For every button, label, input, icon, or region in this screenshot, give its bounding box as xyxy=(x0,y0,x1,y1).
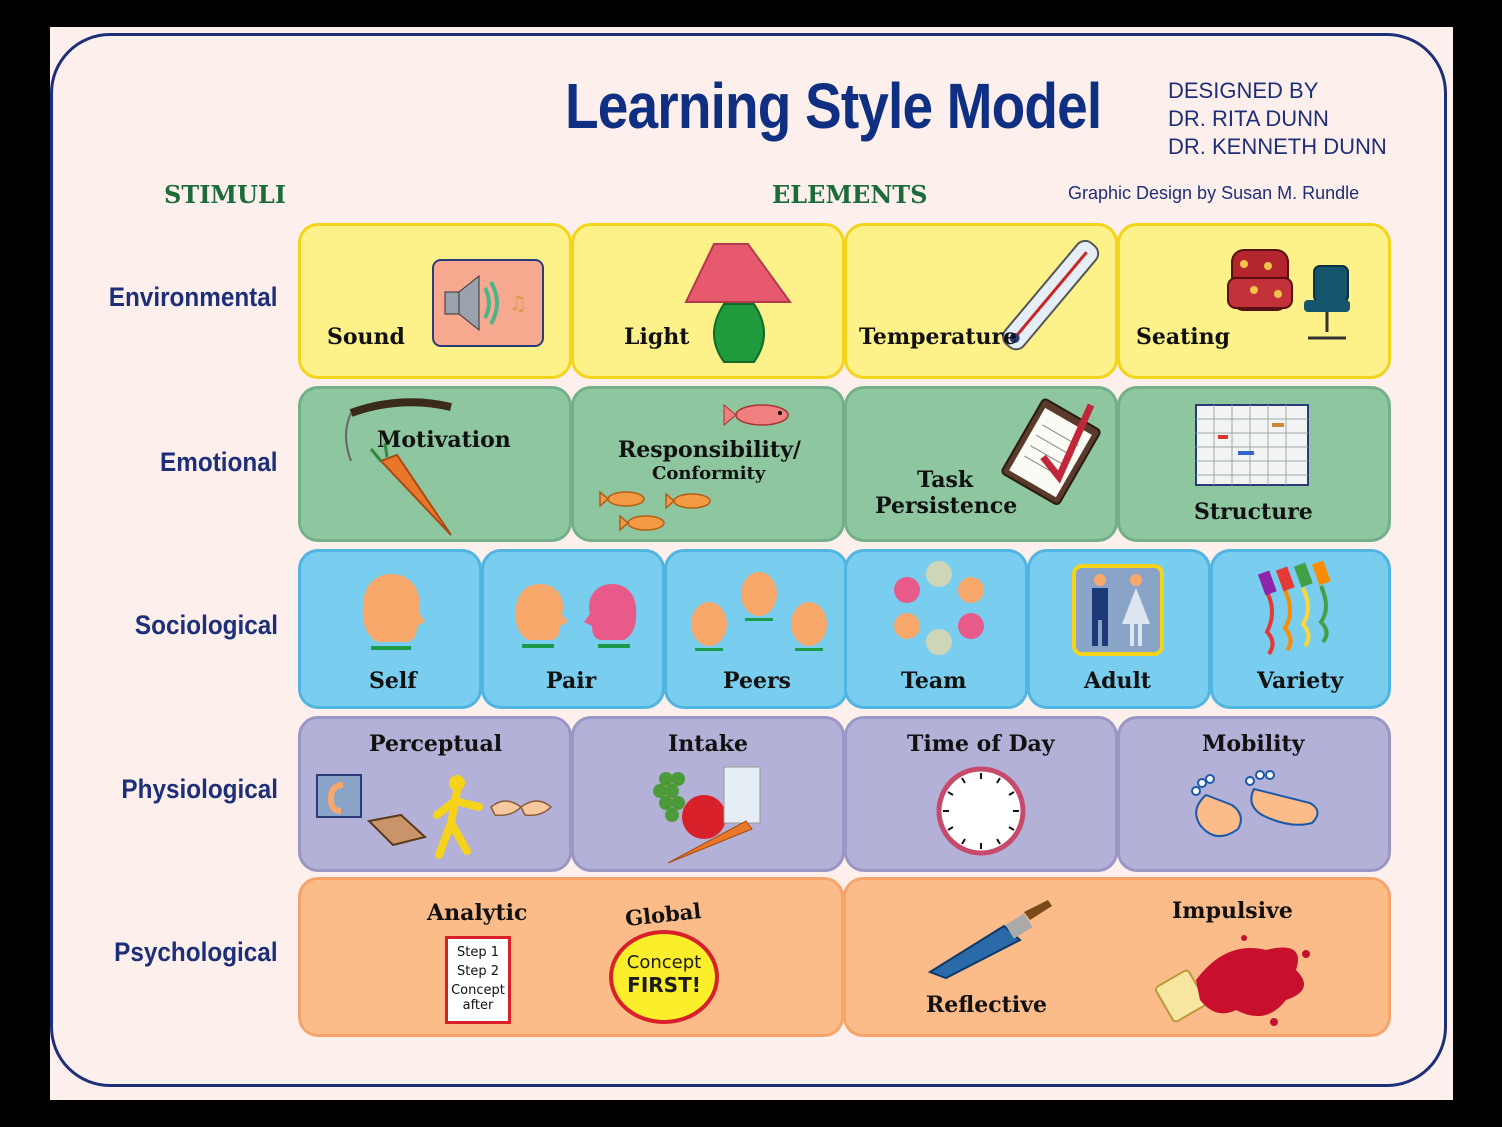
cell-light: Light xyxy=(571,223,845,379)
cell-time-of-day: Time of Day xyxy=(844,716,1118,872)
schedule-board-icon xyxy=(1195,404,1309,486)
svg-text:♫: ♫ xyxy=(509,291,527,315)
analytic-after: after xyxy=(462,998,494,1013)
row-label-sociological: Sociological xyxy=(134,610,278,640)
diagram-title: Learning Style Model xyxy=(565,70,1102,142)
element-temperature: Temperature xyxy=(859,324,1018,350)
crayons-icon xyxy=(1257,560,1331,656)
element-self: Self xyxy=(369,668,417,694)
chairs-icon xyxy=(1227,249,1350,340)
spilled-paint-icon xyxy=(1155,935,1310,1026)
analytic-concept: Concept xyxy=(451,983,505,998)
element-analytic: Analytic xyxy=(427,900,528,926)
cell-adult: Adult xyxy=(1027,549,1211,709)
row-label-physiological: Physiological xyxy=(121,774,278,804)
speaker-icon: ♫ xyxy=(432,259,544,347)
cell-sound: ♫ Sound xyxy=(298,223,572,379)
cell-analytic-global: Analytic Step 1 Step 2 Concept after Glo… xyxy=(298,877,844,1037)
thermometer-icon xyxy=(1002,239,1100,351)
cell-seating: Seating xyxy=(1117,223,1391,379)
element-impulsive: Impulsive xyxy=(1172,898,1293,924)
stimuli-header: STIMULI xyxy=(164,180,287,209)
element-peers: Peers xyxy=(723,668,791,694)
analytic-step-2: Step 2 xyxy=(456,964,499,979)
clipboard-check-icon xyxy=(1001,398,1101,506)
element-seating: Seating xyxy=(1136,324,1231,350)
element-structure: Structure xyxy=(1194,499,1313,525)
learning-style-model-diagram: Learning Style Model DESIGNED BY DR. RIT… xyxy=(50,27,1453,1100)
designer-kenneth-dunn: DR. KENNETH DUNN xyxy=(1168,134,1387,159)
cell-structure: Structure xyxy=(1117,386,1391,542)
element-sound: Sound xyxy=(327,324,405,350)
element-pair: Pair xyxy=(546,668,597,694)
cell-perceptual: Perceptual xyxy=(298,716,572,872)
clock-icon xyxy=(936,766,1026,856)
element-adult: Adult xyxy=(1084,668,1151,694)
cell-intake: Intake xyxy=(571,716,845,872)
head-icon xyxy=(362,574,425,650)
cell-pair: Pair xyxy=(481,549,665,709)
designed-by-line: DESIGNED BY xyxy=(1168,78,1319,103)
cell-peers: Peers xyxy=(664,549,848,709)
element-conformity: Conformity xyxy=(652,463,766,484)
cell-mobility: Mobility xyxy=(1117,716,1391,872)
cell-reflective-impulsive: Reflective Impulsive xyxy=(843,877,1391,1037)
designers-block: DESIGNED BY DR. RITA DUNN DR. KENNETH DU… xyxy=(1168,77,1387,161)
element-perceptual: Perceptual xyxy=(369,731,503,757)
lamp-icon xyxy=(684,243,792,363)
element-intake: Intake xyxy=(668,731,748,757)
rounded-frame xyxy=(50,33,1447,1087)
analytic-step-card: Step 1 Step 2 Concept after xyxy=(445,936,511,1024)
elements-header: ELEMENTS xyxy=(772,180,928,209)
paintbrush-icon xyxy=(927,900,1052,980)
element-variety: Variety xyxy=(1257,668,1344,694)
element-persistence: Persistence xyxy=(875,493,1018,519)
cell-responsibility-conformity: Responsibility/ Conformity xyxy=(571,386,845,542)
team-circle-icon xyxy=(894,561,984,655)
analytic-step-1: Step 1 xyxy=(456,945,499,960)
row-label-emotional: Emotional xyxy=(160,447,278,477)
cell-temperature: Temperature xyxy=(844,223,1118,379)
element-global: Global xyxy=(623,898,703,931)
footprints-icon xyxy=(1191,770,1319,837)
element-motivation: Motivation xyxy=(377,427,511,453)
concept-first-badge: Concept FIRST! xyxy=(609,930,719,1024)
perceptual-icons xyxy=(316,774,553,859)
cell-task-persistence: Task Persistence xyxy=(844,386,1118,542)
element-reflective: Reflective xyxy=(926,992,1047,1018)
graphic-design-credit: Graphic Design by Susan M. Rundle xyxy=(1068,183,1360,203)
badge-first: FIRST! xyxy=(627,973,701,997)
row-label-psychological: Psychological xyxy=(114,937,278,967)
cell-variety: Variety xyxy=(1210,549,1391,709)
element-team: Team xyxy=(901,668,967,694)
adult-figures-icon xyxy=(1072,564,1164,656)
peers-heads-icon xyxy=(691,572,827,651)
cell-motivation: Motivation xyxy=(298,386,572,542)
element-light: Light xyxy=(624,324,690,350)
element-task: Task xyxy=(917,467,974,493)
carrot-stick-icon xyxy=(345,398,452,536)
element-responsibility: Responsibility/ xyxy=(618,437,801,463)
designer-rita-dunn: DR. RITA DUNN xyxy=(1168,106,1329,131)
row-label-environmental: Environmental xyxy=(109,282,278,312)
pair-heads-icon xyxy=(515,584,637,648)
cell-team: Team xyxy=(844,549,1028,709)
badge-concept: Concept xyxy=(626,952,702,973)
element-time-of-day: Time of Day xyxy=(907,731,1055,757)
element-mobility: Mobility xyxy=(1202,731,1305,757)
food-icons xyxy=(653,766,761,864)
fish-icon xyxy=(723,403,789,427)
school-of-fish-icon xyxy=(599,490,711,532)
cell-self: Self xyxy=(298,549,482,709)
